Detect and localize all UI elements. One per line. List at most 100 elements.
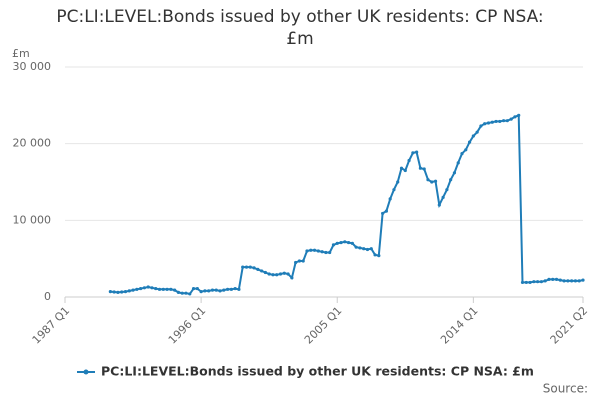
- data-point: [116, 290, 120, 294]
- data-point: [252, 266, 256, 270]
- data-point: [188, 292, 192, 296]
- data-point: [343, 240, 347, 244]
- data-point: [241, 265, 245, 269]
- data-point: [309, 248, 313, 252]
- data-point: [528, 280, 532, 285]
- legend-label: PC:LI:LEVEL:Bonds issued by other UK res…: [101, 364, 534, 379]
- data-point: [365, 247, 370, 252]
- data-point: [131, 288, 135, 292]
- data-point: [157, 287, 162, 291]
- series-line: [110, 113, 584, 295]
- data-point: [501, 119, 506, 123]
- data-point: [490, 120, 494, 124]
- data-point: [161, 287, 165, 291]
- data-point: [324, 250, 328, 255]
- data-point: [248, 265, 252, 269]
- data-point: [551, 277, 555, 281]
- data-point: [536, 280, 540, 284]
- data-point: [475, 130, 479, 134]
- data-point: [498, 119, 502, 124]
- data-point: [573, 279, 578, 283]
- data-point: [214, 288, 218, 292]
- data-point: [229, 287, 233, 291]
- data-point: [483, 122, 487, 126]
- data-point: [150, 286, 154, 290]
- data-point: [112, 290, 116, 294]
- data-point: [358, 246, 362, 250]
- data-point: [445, 188, 449, 192]
- source: Source:: [543, 382, 588, 396]
- data-point: [547, 277, 551, 281]
- data-point: [415, 150, 419, 154]
- data-point: [369, 247, 373, 251]
- data-point: [225, 287, 230, 291]
- data-point: [441, 195, 445, 199]
- data-point: [282, 271, 286, 275]
- y-axis-unit: £m: [12, 47, 30, 60]
- data-point: [407, 158, 411, 163]
- data-point: [275, 273, 279, 277]
- data-point: [328, 250, 332, 255]
- data-point: [509, 117, 513, 121]
- data-point: [505, 119, 509, 123]
- data-point: [373, 253, 377, 257]
- data-point: [316, 249, 320, 253]
- data-point: [554, 277, 559, 281]
- data-point: [430, 180, 434, 184]
- y-tick-label: 20 000: [13, 137, 52, 150]
- data-point: [135, 287, 139, 291]
- y-tick-label: 10 000: [13, 213, 52, 226]
- data-point: [562, 279, 566, 283]
- data-point: [437, 203, 441, 207]
- data-point: [467, 140, 472, 144]
- data-point: [335, 241, 339, 245]
- data-point: [127, 289, 131, 293]
- data-point: [237, 287, 241, 291]
- data-point: [233, 286, 237, 291]
- data-point: [396, 180, 400, 184]
- data-point: [381, 211, 385, 216]
- data-point: [331, 243, 336, 247]
- data-point: [577, 279, 581, 283]
- data-point: [456, 161, 460, 165]
- data-point: [271, 273, 275, 277]
- data-point: [108, 290, 112, 294]
- data-point: [169, 287, 173, 291]
- data-point: [290, 276, 294, 280]
- data-point: [471, 134, 475, 138]
- data-point: [278, 272, 283, 276]
- data-point: [566, 279, 570, 283]
- data-point: [312, 248, 317, 252]
- data-point: [464, 148, 468, 152]
- data-point: [433, 179, 438, 183]
- x-tick-label: 2005 Q1: [302, 304, 345, 347]
- data-point: [260, 269, 264, 273]
- chart-title: PC:LI:LEVEL:Bonds issued by other UK res…: [56, 7, 544, 49]
- data-point: [294, 260, 298, 265]
- data-point: [350, 241, 354, 245]
- data-point: [218, 289, 222, 293]
- data-point: [267, 272, 271, 276]
- data-point: [263, 270, 267, 275]
- data-point: [486, 121, 491, 125]
- data-point: [146, 285, 150, 289]
- data-point: [195, 286, 199, 291]
- data-point: [388, 197, 392, 201]
- data-point: [286, 272, 290, 276]
- data-point: [139, 286, 143, 291]
- data-point: [320, 250, 324, 254]
- data-point: [532, 280, 536, 284]
- data-point: [494, 119, 498, 124]
- data-point: [297, 259, 302, 263]
- y-tick-label: 0: [44, 290, 51, 303]
- data-point: [539, 280, 544, 284]
- legend-marker: [83, 369, 89, 375]
- data-point: [513, 115, 517, 119]
- data-point: [524, 280, 528, 285]
- data-point: [403, 168, 407, 173]
- data-point: [191, 286, 196, 291]
- data-point: [581, 278, 585, 282]
- data-point: [399, 166, 404, 170]
- x-tick-label: 2014 Q1: [438, 304, 481, 347]
